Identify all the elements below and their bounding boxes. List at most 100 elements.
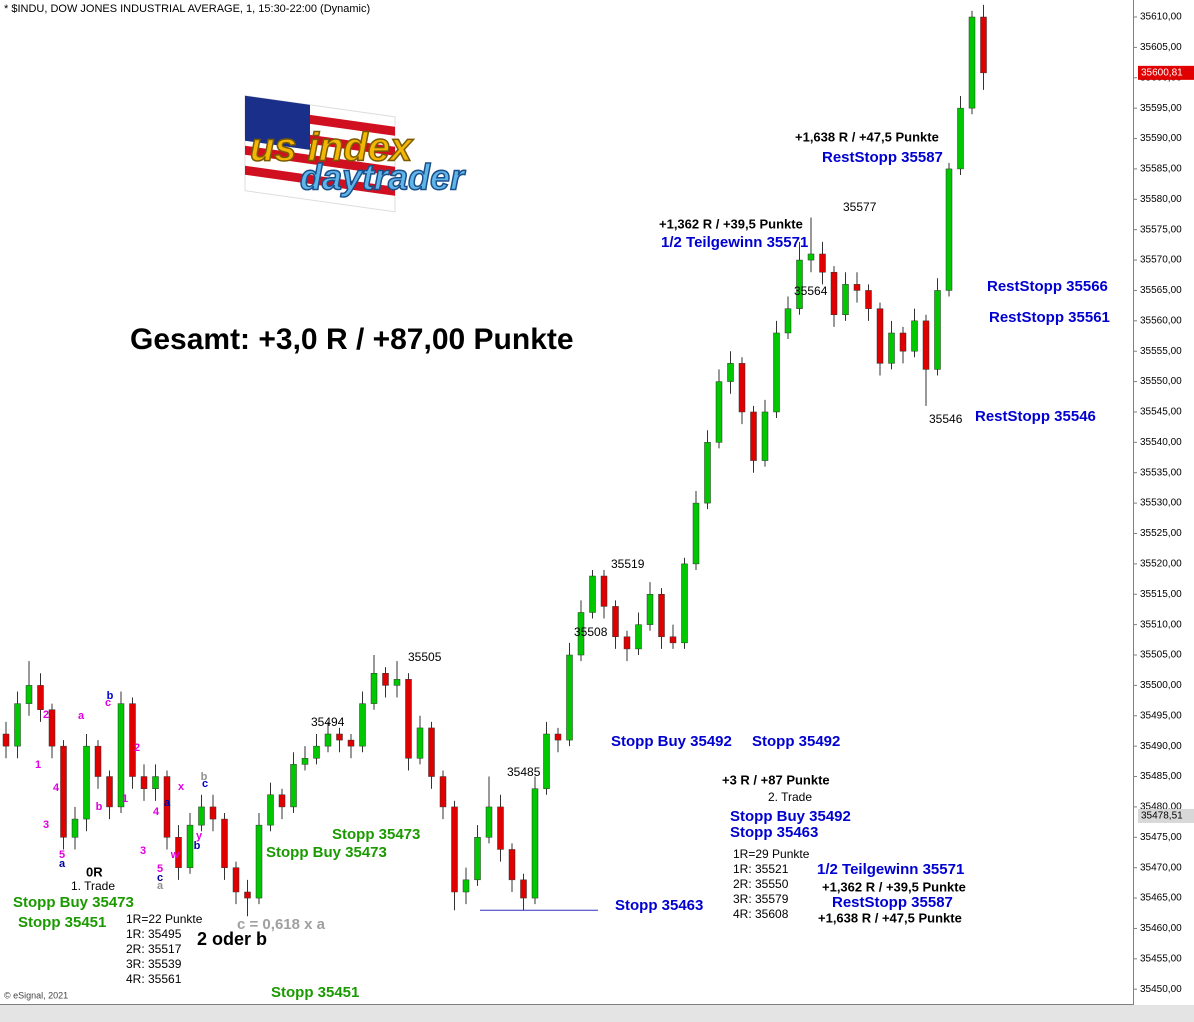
candle-body	[359, 703, 366, 747]
candle-body	[830, 271, 838, 315]
annotation: Stopp 35473	[332, 826, 420, 843]
annotation: 35546	[929, 412, 963, 426]
annotation: 2R: 35550	[733, 877, 789, 891]
y-tick-label: 35580,00	[1140, 194, 1182, 205]
y-tick-label: 35610,00	[1140, 12, 1182, 23]
y-tick-label: 35570,00	[1140, 255, 1182, 266]
wave-label: b	[107, 690, 114, 702]
y-tick-label: 35475,00	[1140, 832, 1182, 843]
candle-body	[899, 332, 907, 352]
y-tick-label: 35560,00	[1140, 315, 1182, 326]
candle-body	[129, 703, 136, 777]
annotation: +1,638 R / +47,5 Punkte	[818, 910, 962, 925]
candle-body	[255, 824, 263, 899]
candle-body	[888, 332, 895, 364]
annotation: 1R: 35495	[126, 927, 182, 941]
annotation: c = 0,618 x a	[237, 916, 326, 933]
candle-body	[244, 891, 251, 899]
candle-body	[784, 308, 792, 334]
candle-body	[497, 806, 504, 850]
candle-body	[612, 606, 619, 638]
annotation: 1. Trade	[71, 879, 115, 893]
logo-bottom: daytrader	[300, 157, 466, 198]
chart-title: * $INDU, DOW JONES INDUSTRIAL AVERAGE, 1…	[4, 3, 370, 15]
y-tick-label: 35550,00	[1140, 376, 1182, 387]
candle-body	[2, 733, 10, 747]
candle-body	[405, 679, 412, 759]
y-tick-label: 35505,00	[1140, 650, 1182, 661]
candle-body	[324, 733, 332, 747]
y-tick-label: 35545,00	[1140, 407, 1182, 418]
annotation: 4R: 35561	[126, 972, 182, 986]
wave-label: 2	[134, 742, 140, 754]
y-tick-label: 35575,00	[1140, 224, 1182, 235]
scroll-bar	[0, 1005, 1194, 1022]
price-marker	[1138, 65, 1194, 80]
wave-label: a	[59, 858, 66, 870]
candle-body	[416, 727, 424, 759]
y-tick-label: 35555,00	[1140, 346, 1182, 357]
y-tick-label: 35595,00	[1140, 103, 1182, 114]
annotation: 2R: 35517	[126, 942, 182, 956]
y-tick-label: 35450,00	[1140, 984, 1182, 995]
candle-body	[842, 284, 849, 315]
candle-body	[589, 575, 596, 613]
y-tick-label: 35565,00	[1140, 285, 1182, 296]
y-tick-label: 35500,00	[1140, 680, 1182, 691]
wave-label: a	[78, 710, 85, 722]
candle-body	[796, 259, 803, 309]
annotation: +1,638 R / +47,5 Punkte	[795, 129, 939, 144]
footer: © eSignal, 2021	[4, 990, 68, 1000]
y-tick-label: 35535,00	[1140, 467, 1182, 478]
annotation: 35485	[507, 765, 541, 779]
logo-stripe	[245, 165, 395, 196]
annotation: Stopp 35451	[271, 984, 359, 1001]
candle-body	[209, 806, 217, 820]
y-tick-label: 35590,00	[1140, 133, 1182, 144]
candle-body	[635, 624, 642, 650]
candle-body	[301, 758, 309, 765]
candle-body	[152, 776, 159, 789]
candle-body	[819, 253, 826, 273]
wave-label: 1	[35, 759, 41, 771]
candle-body	[531, 788, 539, 899]
annotation: Stopp Buy 35492	[730, 808, 851, 825]
wave-label: 4	[53, 782, 60, 794]
wave-label: 3	[140, 845, 146, 857]
candle-body	[117, 703, 125, 808]
wave-label: x	[178, 781, 185, 793]
y-tick-label: 35510,00	[1140, 619, 1182, 630]
candle-body	[865, 290, 872, 309]
candle-body	[71, 818, 79, 838]
candle-body	[163, 776, 171, 838]
y-tick-label: 35585,00	[1140, 164, 1182, 175]
candle-body	[911, 320, 918, 352]
annotation: Stopp Buy 35492	[611, 733, 732, 750]
candle-body	[945, 168, 953, 291]
y-tick-label: 35465,00	[1140, 893, 1182, 904]
candle-body	[577, 612, 585, 656]
annotation: Stopp Buy 35473	[13, 894, 134, 911]
annotation: Stopp 35492	[752, 733, 840, 750]
price-marker	[1138, 808, 1194, 823]
annotation: 2. Trade	[768, 790, 812, 804]
candle-body	[508, 849, 516, 881]
candle-body	[462, 879, 470, 893]
candle-body	[336, 733, 343, 741]
candle-body	[37, 685, 44, 710]
wave-label: 1	[122, 793, 128, 805]
candle-body	[313, 745, 320, 759]
annotation: Stopp 35451	[18, 914, 106, 931]
annotation: 1/2 Teilgewinn 35571	[817, 861, 964, 878]
annotation: Gesamt: +3,0 R / +87,00 Punkte	[130, 323, 574, 356]
annotation: 3R: 35579	[733, 892, 789, 906]
annotation: RestStopp 35566	[987, 278, 1108, 295]
y-tick-label: 35520,00	[1140, 559, 1182, 570]
y-tick-label: 35605,00	[1140, 42, 1182, 53]
candle-body	[14, 703, 21, 747]
annotation: Stopp 35463	[730, 824, 818, 841]
candle-body	[520, 879, 527, 899]
candle-body	[968, 16, 976, 109]
annotation: +1,362 R / +39,5 Punkte	[822, 879, 966, 894]
annotation: 35564	[794, 284, 828, 298]
